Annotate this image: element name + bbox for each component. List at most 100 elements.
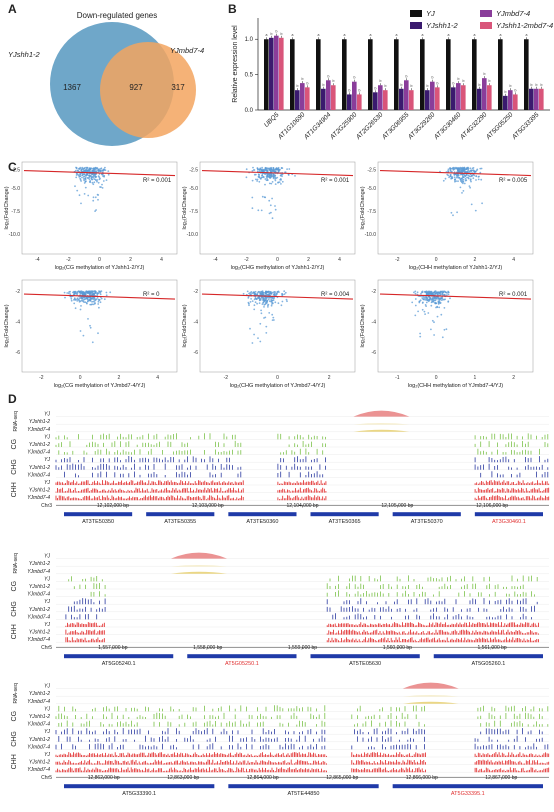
scatter-point xyxy=(413,291,415,294)
scatter-point xyxy=(469,167,472,170)
scatter-point xyxy=(262,175,265,178)
scatter-point xyxy=(88,292,91,295)
scatter-point xyxy=(78,297,81,300)
scatter-point xyxy=(274,205,276,207)
bar xyxy=(368,39,373,110)
x-tick-label: 0 xyxy=(276,375,279,381)
scatter-point xyxy=(97,303,100,305)
scatter-point xyxy=(274,178,276,180)
bar xyxy=(482,78,487,110)
scatter-point xyxy=(252,166,254,169)
scatter-point xyxy=(100,186,102,188)
methylation-signal xyxy=(64,471,549,478)
scatter-point xyxy=(418,301,421,304)
legend-label: YJ xyxy=(426,9,435,18)
scatter-point xyxy=(268,173,271,175)
scatter-point xyxy=(246,290,249,293)
scatter-point xyxy=(82,178,85,180)
scatter-point xyxy=(475,169,478,172)
significance-mark: b xyxy=(323,83,325,87)
scatter-point xyxy=(468,185,471,187)
methylation-signal xyxy=(90,590,535,597)
scatter-point xyxy=(97,332,99,335)
scatter-point xyxy=(75,298,77,301)
plot-frame xyxy=(199,279,356,373)
bar xyxy=(316,39,321,110)
x-tick-label: -4 xyxy=(35,257,40,263)
scatter-point xyxy=(87,291,90,294)
scatter-point xyxy=(273,170,276,173)
scatter-point xyxy=(262,301,265,304)
scatter-point xyxy=(273,296,276,299)
scatter-point xyxy=(265,168,268,171)
x-tick-label: 2 xyxy=(117,375,120,381)
significance-mark: b xyxy=(354,76,356,80)
gene-model xyxy=(228,512,297,517)
scatter-point xyxy=(96,179,99,181)
scatter-point xyxy=(86,298,89,301)
scatter-point xyxy=(76,189,79,192)
scatter-point xyxy=(479,171,482,174)
sample-label: YJ xyxy=(44,576,50,582)
bar xyxy=(321,88,326,110)
scatter-point xyxy=(474,209,477,212)
venn-right-label: YJmbd7-4 xyxy=(170,46,204,55)
locus-block: YJYJshh1-2YJmbd7-4RNA-seqYJYJshh1-2YJmbd… xyxy=(11,682,550,797)
gene-model xyxy=(187,654,297,659)
gene-model xyxy=(474,512,543,517)
scatter-point xyxy=(80,290,83,293)
scatter-point xyxy=(69,293,72,296)
significance-mark: a xyxy=(396,33,398,37)
scatter-point xyxy=(464,177,467,180)
gene-label: AT5TE05630 xyxy=(349,661,381,667)
scatter-point xyxy=(92,300,95,303)
scatter-point xyxy=(272,170,275,172)
scatter-point xyxy=(480,178,483,181)
scatter-point xyxy=(414,304,417,307)
sample-label: YJmbd7-4 xyxy=(27,744,50,750)
scatter-point xyxy=(265,298,268,301)
legend-swatch xyxy=(480,10,492,17)
scatter-point xyxy=(261,166,263,169)
scatter-point xyxy=(94,178,97,181)
significance-mark: b xyxy=(271,32,273,36)
scatter-point xyxy=(273,293,276,296)
scatter-point xyxy=(433,291,436,294)
scatter-point xyxy=(431,296,434,299)
bar xyxy=(420,39,425,110)
scatter-point xyxy=(91,291,93,293)
scatter-point xyxy=(268,182,271,185)
scatter-point xyxy=(94,302,96,305)
scatter-point xyxy=(414,298,417,300)
plot-frame xyxy=(377,161,534,255)
scatter-point xyxy=(84,186,87,189)
scatter-point xyxy=(251,179,254,182)
scatter-point xyxy=(258,173,260,176)
scatter-point xyxy=(264,183,266,186)
sample-label: YJshh1-2 xyxy=(29,419,50,425)
gene-model xyxy=(392,512,461,517)
scatter-point xyxy=(75,174,78,176)
scatter-point xyxy=(281,173,284,176)
scatter-point xyxy=(441,297,444,300)
coordinate-label: 12,102,000 bp xyxy=(97,503,129,509)
scatter-point xyxy=(470,203,473,206)
scatter-point xyxy=(97,170,100,173)
methylation-signal xyxy=(68,575,538,582)
y-tick-label: -5.0 xyxy=(11,186,20,192)
scatter-point xyxy=(454,167,457,170)
scatter-point xyxy=(268,212,271,215)
bar xyxy=(347,94,352,110)
y-tick-label: -5.0 xyxy=(367,186,376,192)
gene-label: AT5G33390.1 xyxy=(122,791,156,797)
scatter-point xyxy=(93,181,96,184)
scatter-point xyxy=(78,168,81,170)
scatter-point xyxy=(99,168,102,170)
sample-label: YJ xyxy=(44,706,50,712)
bar xyxy=(513,94,518,110)
bar xyxy=(451,87,456,110)
coordinate-label: 12,103,000 bp xyxy=(192,503,224,509)
scatter-point xyxy=(267,291,269,293)
scatter-point xyxy=(445,328,448,331)
methylation-signal xyxy=(55,728,543,735)
